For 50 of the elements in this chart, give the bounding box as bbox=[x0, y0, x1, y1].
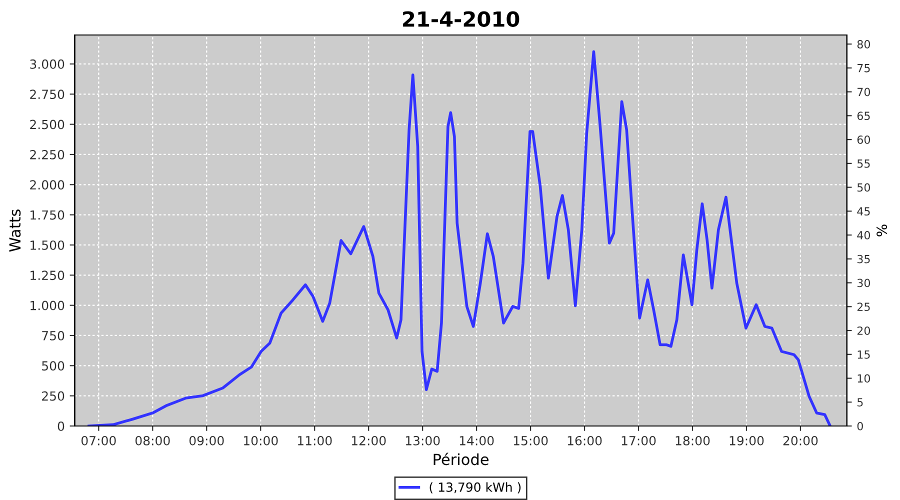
x-tick-label: 14:00 bbox=[460, 436, 494, 446]
y2-tick-label: 75 bbox=[858, 64, 870, 72]
y2-tick-label: 50 bbox=[857, 183, 870, 192]
y2-tick-label: 35 bbox=[857, 254, 870, 264]
y-tick-label: 250 bbox=[42, 391, 64, 401]
x-tick-label: 11:00 bbox=[298, 436, 332, 446]
y-tick-label: 0 bbox=[58, 421, 64, 431]
y2-tick-label: 80 bbox=[857, 40, 870, 48]
x-tick-label: 07:00 bbox=[81, 436, 116, 446]
x-tick-label: 15:00 bbox=[514, 436, 548, 446]
y2-tick-label: 10 bbox=[858, 374, 870, 383]
legend-label: ( 13,790 kWh ) bbox=[430, 482, 521, 494]
y-tick-label: 2.500 bbox=[30, 120, 64, 130]
y-tick-label: 2.250 bbox=[30, 150, 64, 160]
y-tick-label: 3.000 bbox=[30, 59, 64, 69]
y2-tick-label: 20 bbox=[857, 326, 870, 335]
y-tick-label: 2.750 bbox=[30, 90, 64, 100]
y2-axis-title: % bbox=[876, 224, 888, 236]
y2-tick-label: 45 bbox=[857, 207, 870, 216]
x-tick-label: 08:00 bbox=[135, 436, 170, 446]
x-axis-title: Période bbox=[434, 452, 488, 466]
y2-tick-label: 70 bbox=[858, 88, 870, 96]
x-tick-label: 09:00 bbox=[189, 436, 224, 446]
y-tick-label: 2.000 bbox=[30, 180, 64, 190]
y2-tick-label: 5 bbox=[857, 398, 863, 407]
x-tick-label: 20:00 bbox=[783, 436, 818, 446]
y2-tick-label: 55 bbox=[857, 160, 870, 168]
x-tick-label: 18:00 bbox=[676, 436, 710, 446]
x-tick-label: 16:00 bbox=[568, 436, 602, 446]
y-axis-title: Watts bbox=[9, 210, 21, 252]
x-tick-label: 12:00 bbox=[352, 436, 386, 446]
x-tick-label: 10:00 bbox=[244, 436, 278, 446]
y2-tick-label: 65 bbox=[857, 112, 870, 120]
y2-tick-label: 25 bbox=[857, 302, 870, 312]
x-tick-label: 19:00 bbox=[730, 436, 764, 446]
line-series bbox=[88, 50, 832, 426]
y-tick-label: 1.750 bbox=[30, 210, 64, 220]
y2-tick-label: 40 bbox=[857, 231, 870, 240]
y-tick-label: 1.250 bbox=[30, 270, 64, 280]
y2-tick-label: 60 bbox=[857, 136, 870, 144]
y-tick-label: 1.500 bbox=[30, 240, 64, 250]
y-tick-label: 750 bbox=[42, 330, 64, 340]
y-tick-label: 500 bbox=[42, 361, 64, 371]
y2-tick-label: 0 bbox=[857, 422, 863, 430]
x-tick-label: 13:00 bbox=[406, 436, 440, 446]
y-tick-label: 1.000 bbox=[30, 300, 64, 310]
chart-title: 21-4-2010 bbox=[403, 11, 520, 27]
y2-tick-label: 15 bbox=[858, 350, 870, 359]
y2-tick-label: 30 bbox=[857, 278, 870, 288]
x-tick-label: 17:00 bbox=[622, 436, 656, 446]
